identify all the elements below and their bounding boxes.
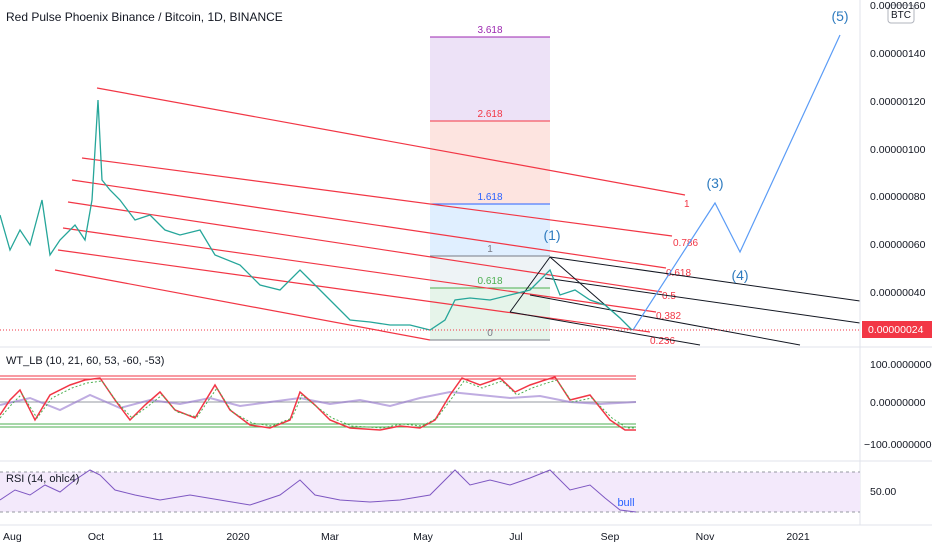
wave-label: (1): [543, 227, 560, 243]
time-label: Jul: [509, 531, 522, 543]
time-label: 11: [153, 531, 164, 543]
current-price: 0.00000024: [868, 324, 924, 336]
current-price-box: [862, 321, 932, 338]
currency-badge: [887, 4, 915, 24]
price-label: 0.00000120: [870, 96, 926, 108]
pitchfork: [509, 256, 861, 346]
indicator-label: RSI (14, ohlc4): [6, 473, 79, 485]
wave-path: [632, 34, 841, 331]
fib-zone: [430, 288, 550, 340]
channel-label: 0.5: [662, 291, 676, 302]
price-label: 0.00000140: [870, 48, 926, 60]
wavetrend-pane: [0, 375, 637, 431]
indicator-axis-label: 0.00000000: [870, 397, 926, 409]
rsi-annotation: bull: [617, 497, 634, 509]
channel-label: 0.382: [656, 311, 681, 322]
channel-label: 0.618: [666, 268, 691, 279]
time-label: May: [413, 531, 434, 543]
fib-label: 0.618: [477, 276, 502, 287]
time-label: Mar: [321, 531, 340, 543]
time-label: Nov: [696, 531, 715, 543]
price-line: [0, 99, 633, 331]
fib-lines: [430, 36, 550, 341]
fib-label: 1.618: [477, 192, 502, 203]
chart-title: Red Pulse Phoenix Binance / Bitcoin, 1D,…: [6, 10, 283, 24]
fib-zone: [430, 121, 550, 204]
currency-badge-text: BTC: [891, 10, 911, 21]
time-label: Aug: [3, 531, 22, 543]
fib-zone: [430, 37, 550, 121]
channel-label: 0.236: [650, 336, 675, 347]
price-label: 0.00000080: [870, 191, 926, 203]
price-label: 0.00000060: [870, 239, 926, 251]
time-label: Oct: [88, 531, 104, 543]
price-label: 0.00000040: [870, 287, 926, 299]
indicator-axis-label: 50.00: [870, 486, 896, 498]
rsi-line: [0, 469, 637, 513]
channel-label: 1: [684, 199, 690, 210]
time-label: 2020: [226, 531, 250, 543]
fib-channel-lines: [54, 87, 686, 341]
price-label: 0.00000160: [870, 0, 926, 12]
indicator-axis-label: 100.00000000: [870, 359, 932, 371]
indicator-label: WT_LB (10, 21, 60, 53, -60, -53): [6, 355, 164, 367]
time-label: Sep: [601, 531, 620, 543]
time-label: 2021: [786, 531, 810, 543]
fib-label: 0: [487, 328, 493, 339]
wave-label: (5): [831, 8, 848, 24]
indicator-axis-label: −100.00000000: [864, 439, 932, 451]
rsi-band: [0, 472, 860, 512]
fib-label: 3.618: [477, 25, 502, 36]
wave-label: (4): [731, 267, 748, 283]
fib-label: 2.618: [477, 109, 502, 120]
fib-label: 1: [487, 244, 493, 255]
wave-label: (3): [706, 175, 723, 191]
price-label: 0.00000100: [870, 144, 926, 156]
channel-label: 0.786: [673, 238, 698, 249]
